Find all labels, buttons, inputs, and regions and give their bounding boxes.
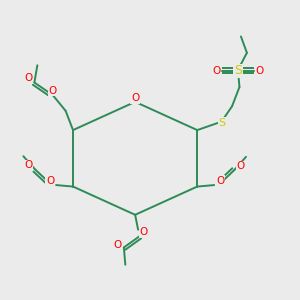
Text: O: O (139, 227, 147, 237)
Text: S: S (218, 118, 225, 128)
Text: O: O (113, 240, 122, 250)
Text: O: O (236, 161, 245, 171)
Text: O: O (255, 66, 263, 76)
Text: S: S (234, 64, 242, 77)
Text: O: O (46, 176, 54, 186)
Text: O: O (131, 93, 139, 103)
Text: O: O (48, 86, 56, 96)
Text: O: O (216, 176, 224, 186)
Text: O: O (24, 74, 33, 83)
Text: O: O (25, 160, 33, 170)
Text: O: O (212, 66, 221, 76)
